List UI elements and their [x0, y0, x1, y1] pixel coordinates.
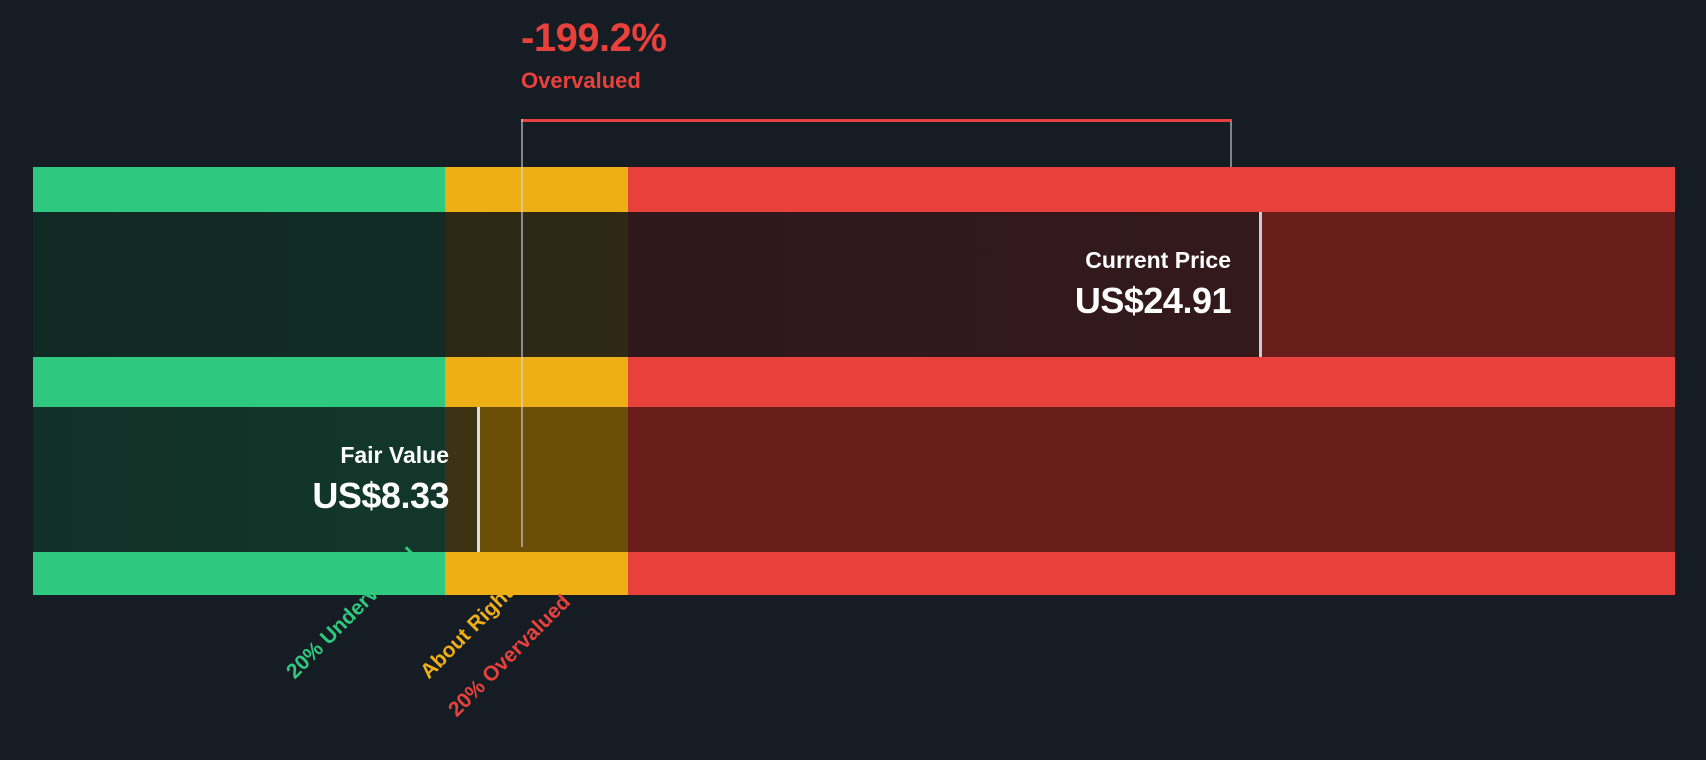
current-price-value: US$24.91: [1074, 279, 1232, 321]
bar-fair-value-fill: [33, 407, 477, 552]
valuation-verdict: Overvalued: [521, 68, 641, 93]
bar-current-price-fill: [33, 212, 1259, 357]
overvalued-marker-bracket: [521, 119, 1232, 167]
bar-current-price-label: Current Price US$24.91: [1074, 246, 1232, 323]
fair-value-value: US$8.33: [312, 474, 449, 516]
about-right-boundary-line: [521, 119, 523, 547]
valuation-headline: -199.2% Overvalued: [521, 18, 1121, 92]
valuation-percent: -199.2%: [521, 16, 667, 60]
axis-label-group: 20% Undervalued About Right 20% Overvalu…: [0, 543, 1706, 760]
current-price-title: Current Price: [1085, 246, 1231, 273]
axis-label-overvalued: 20% Overvalued: [444, 590, 576, 722]
bar-current-price[interactable]: Current Price US$24.91: [33, 212, 1262, 357]
bar-fair-value[interactable]: Fair Value US$8.33: [33, 407, 480, 552]
fair-value-title: Fair Value: [340, 441, 449, 468]
plot-area: Current Price US$24.91 Fair Value US$8.3…: [33, 167, 1675, 595]
bar-fair-value-label: Fair Value US$8.33: [312, 442, 449, 518]
